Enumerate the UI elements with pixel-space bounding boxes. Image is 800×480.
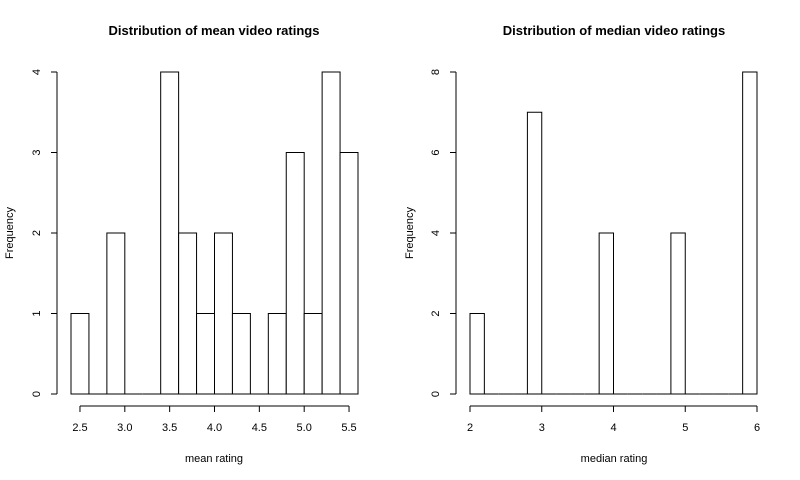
histogram-bar (106, 232, 126, 395)
histogram-bar (196, 313, 215, 395)
histogram-bar (178, 232, 198, 395)
histogram-bar (670, 232, 686, 395)
y-tick-label: 4 (31, 69, 43, 75)
x-tick-label: 3.5 (162, 422, 177, 434)
x-tick-label: 5.5 (341, 422, 356, 434)
y-tick-label: 1 (31, 310, 43, 316)
y-axis-label: Frequency (404, 207, 416, 259)
x-tick-label: 4.5 (252, 422, 267, 434)
x-tick-label: 4 (610, 422, 616, 434)
x-axis-label: median rating (581, 453, 648, 465)
y-tick-label: 4 (430, 230, 442, 236)
x-tick-label: 3.0 (117, 422, 132, 434)
y-tick-label: 2 (31, 230, 43, 236)
histogram-bar (321, 71, 341, 395)
histogram-bar (469, 313, 485, 395)
y-tick-label: 6 (430, 149, 442, 155)
histogram-bar (742, 71, 758, 395)
y-tick-label: 0 (31, 391, 43, 397)
chart-title: Distribution of median video ratings (503, 23, 725, 38)
y-tick-label: 2 (430, 310, 442, 316)
histogram-bar (285, 152, 305, 395)
histogram-bar (231, 313, 251, 395)
x-axis-label: mean rating (185, 453, 243, 465)
x-tick-label: 3 (539, 422, 545, 434)
histogram-bar (526, 111, 543, 395)
y-tick-label: 8 (430, 69, 442, 75)
x-tick-label: 5 (682, 422, 688, 434)
histogram-bar (70, 313, 90, 395)
histogram-bar (267, 313, 287, 395)
x-tick-label: 5.0 (297, 422, 312, 434)
histogram-bar (598, 232, 615, 395)
histogram-bar (160, 71, 180, 395)
x-tick-label: 4.0 (207, 422, 222, 434)
histogram-bar (339, 152, 359, 395)
x-tick-label: 6 (754, 422, 760, 434)
y-tick-label: 3 (31, 149, 43, 155)
x-tick-label: 2.5 (72, 422, 87, 434)
histogram-bar (303, 313, 323, 395)
histogram-bar (214, 232, 233, 395)
y-tick-label: 0 (430, 391, 442, 397)
y-axis-label: Frequency (4, 207, 16, 259)
chart-title: Distribution of mean video ratings (109, 23, 320, 38)
x-tick-label: 2 (467, 422, 473, 434)
